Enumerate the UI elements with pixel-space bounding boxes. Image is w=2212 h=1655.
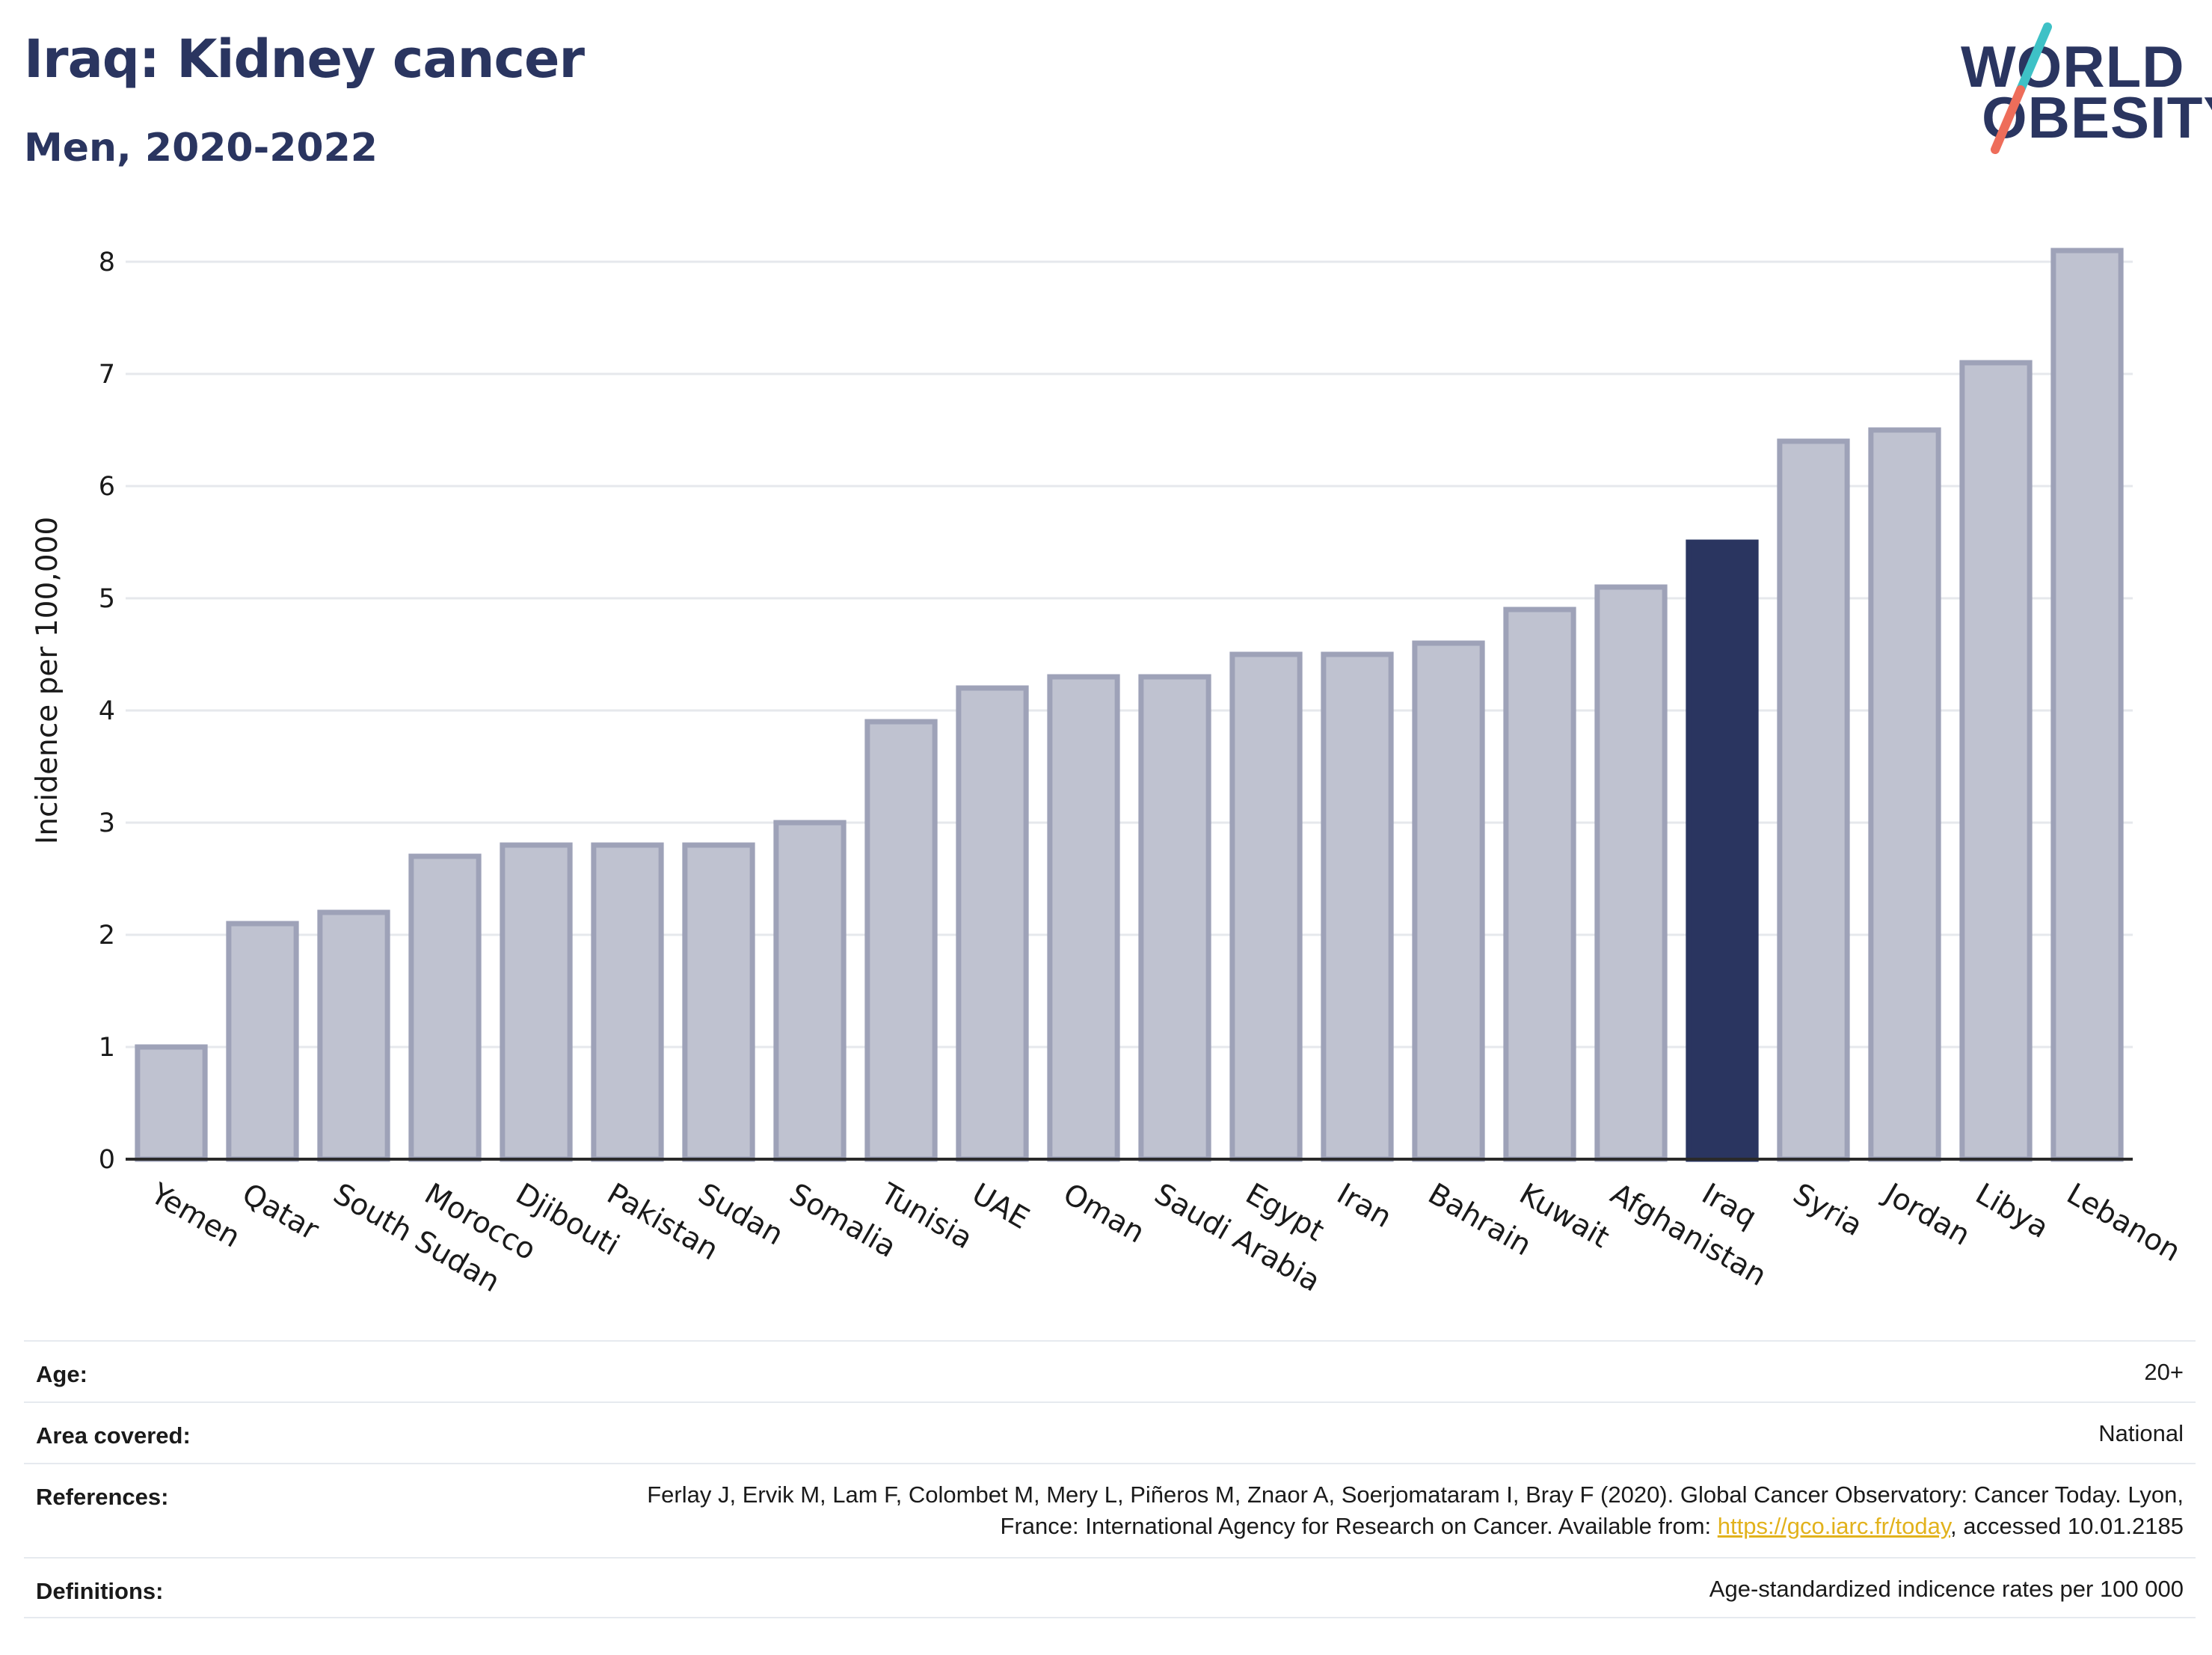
bar-egypt	[1229, 651, 1303, 1162]
y-axis-label: Incidence per 100,000	[31, 517, 64, 844]
references-accessed: , accessed 10.01.2185	[1950, 1513, 2184, 1539]
bar-somalia	[773, 820, 847, 1162]
x-tick-label: Afghanistan	[1605, 1177, 1772, 1293]
y-tick-label: 0	[99, 1145, 115, 1175]
y-tick-label: 6	[99, 472, 115, 502]
y-tick-label: 2	[99, 921, 115, 951]
metadata-table: Age: 20+ Area covered: National Referenc…	[24, 1340, 2196, 1618]
bar-lebanon	[2050, 248, 2124, 1162]
bar-tunisia	[864, 719, 938, 1162]
x-tick-label: Syria	[1787, 1177, 1868, 1243]
bar-djibouti	[500, 842, 573, 1162]
logo-line-1: WORLD	[1961, 34, 2185, 99]
references-label: References:	[36, 1484, 169, 1510]
y-tick-label: 5	[99, 584, 115, 614]
y-tick-label: 8	[99, 248, 115, 277]
page-subtitle: Men, 2020-2022	[24, 126, 378, 171]
y-tick-labels: 0 1 2 3 4 5 6 7 8	[99, 248, 115, 1175]
bars	[135, 248, 2124, 1162]
bar-saudi-arabia	[1138, 674, 1211, 1162]
x-tick-label: Bahrain	[1422, 1177, 1537, 1262]
references-link[interactable]: https://gco.iarc.fr/today	[1717, 1513, 1951, 1539]
bar-kuwait	[1503, 607, 1576, 1162]
page-title: Iraq: Kidney cancer	[24, 28, 585, 90]
x-tick-label: Qatar	[236, 1177, 325, 1247]
age-value: 20+	[2144, 1359, 2184, 1385]
bar-sudan	[682, 842, 755, 1162]
bar-iran	[1321, 651, 1394, 1162]
area-label: Area covered:	[36, 1422, 191, 1449]
bar-bahrain	[1412, 640, 1485, 1162]
y-tick-label: 4	[99, 696, 115, 726]
bar-afghanistan	[1594, 584, 1668, 1162]
bar-south-sudan	[317, 909, 390, 1162]
meta-row-age: Age: 20+	[24, 1340, 2196, 1401]
world-obesity-logo: WORLD OBESITY	[1952, 18, 2212, 160]
definitions-label: Definitions:	[36, 1578, 164, 1604]
x-tick-label: Yemen	[144, 1176, 245, 1254]
bar-pakistan	[591, 842, 664, 1162]
meta-row-definitions: Definitions: Age-standardized indicence …	[24, 1557, 2196, 1618]
area-value: National	[2098, 1420, 2184, 1446]
meta-row-references: References: Ferlay J, Ervik M, Lam F, Co…	[24, 1463, 2196, 1557]
bar-libya	[1959, 360, 2033, 1162]
bar-morocco	[408, 853, 482, 1162]
y-tick-label: 3	[99, 808, 115, 838]
meta-row-area: Area covered: National	[24, 1401, 2196, 1463]
x-tick-label: Libya	[1970, 1177, 2054, 1245]
y-tick-label: 1	[99, 1033, 115, 1063]
bar-syria	[1777, 438, 1850, 1162]
bar-yemen	[135, 1044, 208, 1162]
age-label: Age:	[36, 1361, 87, 1387]
x-tick-label: Lebanon	[2061, 1177, 2186, 1268]
x-tick-label: Jordan	[1876, 1176, 1976, 1253]
logo-slash-icon	[1991, 22, 2052, 154]
bar-iraq	[1686, 539, 1759, 1162]
x-tick-label: Iran	[1331, 1177, 1397, 1235]
bar-uae	[956, 685, 1029, 1162]
x-tick-label: Oman	[1057, 1177, 1150, 1250]
y-tick-label: 7	[99, 360, 115, 390]
definitions-value: Age-standardized indicence rates per 100…	[1709, 1576, 2184, 1602]
bar-qatar	[226, 921, 299, 1162]
bar-jordan	[1868, 427, 1941, 1162]
bar-oman	[1047, 674, 1120, 1162]
references-value: Ferlay J, Ervik M, Lam F, Colombet M, Me…	[583, 1479, 2184, 1542]
references-text: Ferlay J, Ervik M, Lam F, Colombet M, Me…	[647, 1481, 2184, 1539]
